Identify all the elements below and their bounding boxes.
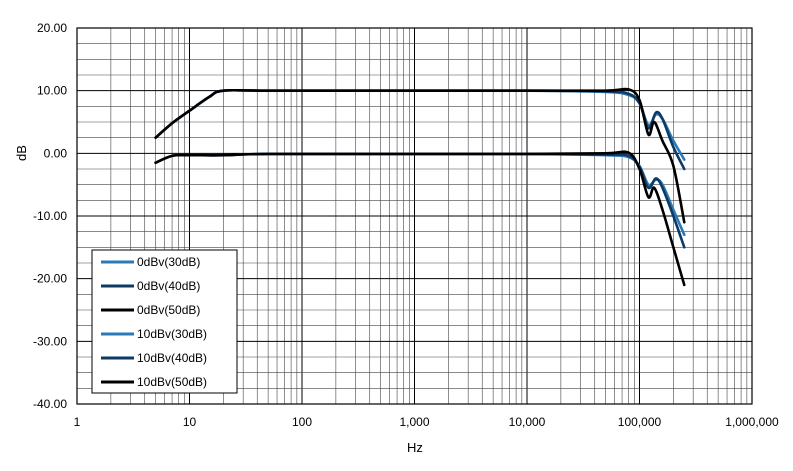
- x-tick-label: 10: [183, 415, 197, 429]
- legend-entry-label: 10dBv(40dB): [137, 351, 207, 365]
- y-tick-label: -30.00: [33, 334, 67, 348]
- x-tick-label: 1,000,000: [725, 415, 779, 429]
- y-tick-labels: 20.00 10.00 0.00 -10.00 -20.00 -30.00 -40.00: [33, 21, 67, 411]
- legend: 0dBv(30dB) 0dBv(40dB) 0dBv(50dB) 10dBv(30dB…: [91, 249, 238, 394]
- x-tick-label: 10,000: [509, 415, 546, 429]
- x-tick-label: 100: [292, 415, 312, 429]
- y-tick-label: -20.00: [33, 272, 67, 286]
- series-line-5: [154, 87, 686, 224]
- y-tick-label: 10.00: [37, 84, 67, 98]
- series-lines: [154, 87, 686, 287]
- x-axis-label: Hz: [407, 440, 423, 455]
- legend-entry-label: 0dBv(30dB): [137, 255, 200, 269]
- y-tick-label: 20.00: [37, 21, 67, 35]
- legend-entry-label: 0dBv(40dB): [137, 279, 200, 293]
- x-tick-labels: 1 10 100 1,000 10,000 100,000 1,000,000: [74, 415, 779, 429]
- plot-border: [76, 27, 753, 405]
- y-tick-label: -10.00: [33, 209, 67, 223]
- legend-entry-label: 10dBv(30dB): [137, 327, 207, 341]
- y-axis-label: dB: [14, 145, 29, 161]
- series-line-0: [154, 152, 686, 237]
- series-line-4: [154, 88, 686, 171]
- x-tick-label: 1: [74, 415, 81, 429]
- x-tick-label: 100,000: [618, 415, 662, 429]
- legend-entry-label: 10dBv(50dB): [137, 375, 207, 389]
- y-tick-label: 0.00: [44, 146, 68, 160]
- legend-box: [91, 249, 238, 394]
- legend-entry-label: 0dBv(50dB): [137, 303, 200, 317]
- y-tick-label: -40.00: [33, 397, 67, 411]
- series-line-2: [154, 150, 686, 287]
- series-line-3: [154, 88, 686, 161]
- x-tick-label: 1,000: [399, 415, 429, 429]
